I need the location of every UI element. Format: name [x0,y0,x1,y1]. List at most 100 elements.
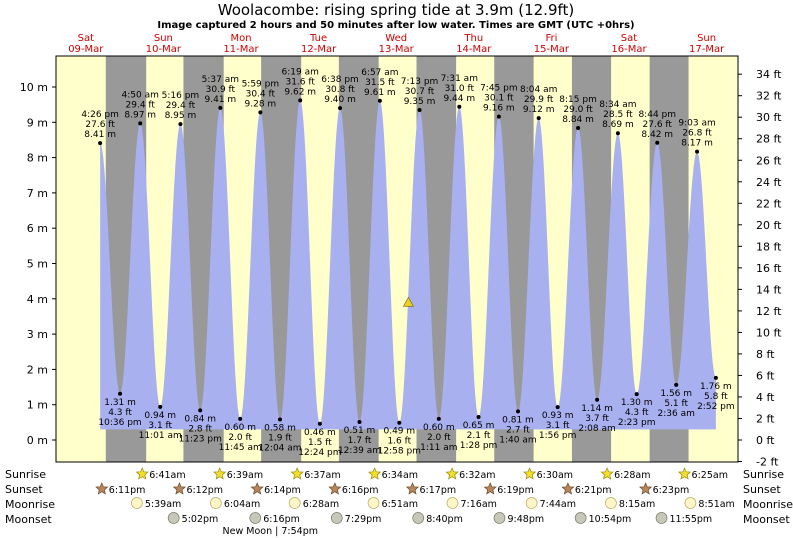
tide-label-ft: 27.6 ft [85,120,115,130]
tide-point [118,391,123,396]
tide-label-ft: 5.1 ft [664,399,688,409]
y-right-tick-label: 0 ft [756,434,775,447]
moonset-time: 9:48pm [507,514,544,525]
tide-label-time: 12:39 am [338,446,381,456]
sunset-icon [328,482,342,495]
chart-subtitle: Image captured 2 hours and 50 minutes af… [157,20,634,31]
sunset-icon [172,482,187,495]
tide-label-m: 1.76 m [700,382,732,392]
tide-point [674,382,679,387]
tide-label-m: 9.16 m [483,104,515,114]
tide-point [198,408,203,413]
y-left-tick-label: 5 m [27,258,48,271]
y-right-tick-label: 28 ft [756,133,782,146]
tide-label-m: 8.42 m [641,130,673,140]
tide-point [576,125,581,130]
moonset-time: 10:54pm [589,514,632,525]
tide-point [317,421,322,426]
sunset-time: 6:23pm [653,485,690,496]
tide-point [634,392,639,397]
tide-point [695,149,700,154]
tide-label-time: 4:26 pm [81,110,119,120]
sunset-icon [561,482,575,495]
y-right-tick-label: 32 ft [756,90,782,103]
tide-label-ft: 30.7 ft [405,87,435,97]
tide-label-m: 0.81 m [502,415,534,425]
tide-point [397,420,402,425]
tide-point [298,98,303,103]
astro-rows: Sunrise Sunset Moonrise Moonset Sunrise … [5,467,793,537]
sunset-time: 6:11pm [109,485,146,496]
y-left-tick-label: 4 m [27,293,48,306]
chart-title: Woolacombe: rising spring tide at 3.9m (… [218,1,575,19]
tide-area [100,100,716,430]
moonrise-time: 5:39am [145,499,181,510]
moonset-icon [655,512,668,524]
sunrise-icon [677,467,692,480]
moonset-icon [167,512,180,524]
tide-label-m: 1.56 m [660,389,692,399]
moonset-icon [330,512,343,524]
sunset-icon [483,482,497,495]
moonrise-icon [131,497,143,509]
sunset-time: 6:21pm [575,485,612,496]
moonrise-time: 6:51am [382,499,418,510]
tide-label-ft: 2.1 ft [467,431,491,441]
moonrise-time: 8:51am [698,499,734,510]
tide-point [218,105,223,110]
tide-label-time: 1:56 pm [539,431,577,441]
day-name: Sun [154,33,173,44]
y-left-tick-label: 6 m [27,222,48,235]
tide-label-time: 1:40 am [499,435,536,445]
y-left-tick-label: 2 m [27,363,48,376]
day-name: Sat [621,33,637,44]
tide-label-time: 8:34 am [599,100,636,110]
tide-label-time: 8:44 pm [638,110,676,120]
sunrise-time: 6:34am [382,470,418,481]
sunrise-time: 6:30am [537,470,573,481]
y-right-tick-label: 24 ft [756,176,782,189]
moonrise-icon [605,497,617,509]
tide-label-time: 12:04 am [258,444,301,454]
sunrise-icon [445,467,459,480]
y-right-tick-label: 16 ft [756,262,782,275]
tide-label-time: 6:57 am [361,68,398,78]
sunset-time: 6:17pm [420,485,457,496]
tide-label-time: 2:52 pm [697,402,735,412]
tide-label-ft: 3.1 ft [148,421,172,431]
tide-point [178,122,183,127]
moonset-label-left: Moonset [5,513,52,526]
tide-label-m: 0.60 m [224,423,256,433]
sunrise-icon [368,467,382,480]
day-date: 14-Mar [456,44,492,55]
tide-label-ft: 2.0 ft [228,433,252,443]
tide-label-time: 7:45 pm [480,84,518,94]
y-right-tick-label: 30 ft [756,111,782,124]
tide-label-time: 5:37 am [202,75,239,85]
tide-label-m: 8.69 m [602,120,634,130]
tide-label-m: 8.95 m [165,111,197,121]
sunrise-time: 6:41am [149,470,185,481]
moonrise-time: 7:16am [460,499,496,510]
tide-label-ft: 2.8 ft [188,424,212,434]
moonset-label-right: Moonset [743,513,790,526]
moonset-icon [493,512,506,524]
tide-point [536,116,541,121]
axes: 0 m 1 m 2 m 3 m 4 m 5 m 6 m 7 m 8 m 9 m 10 m -2 ft 0… [20,55,782,469]
sunrise-time: 6:37am [304,470,340,481]
y-left-tick-label: 1 m [27,399,48,412]
tide-label-m: 1.30 m [621,398,653,408]
tide-label-ft: 1.7 ft [348,436,372,446]
y-right-tick-label: 2 ft [756,412,775,425]
y-left-tick-label: 8 m [27,152,48,165]
tide-label-ft: 30.4 ft [246,89,276,99]
y-right-tick-label: 14 ft [756,283,782,296]
sunset-icon [639,482,653,495]
moonrise-icon [446,497,459,509]
tide-label-ft: 29.4 ft [166,101,196,111]
day-name: Mon [230,33,251,44]
tide-label-m: 0.93 m [542,411,574,421]
tide-label-ft: 29.0 ft [563,105,593,115]
tide-label-ft: 28.5 ft [603,110,633,120]
